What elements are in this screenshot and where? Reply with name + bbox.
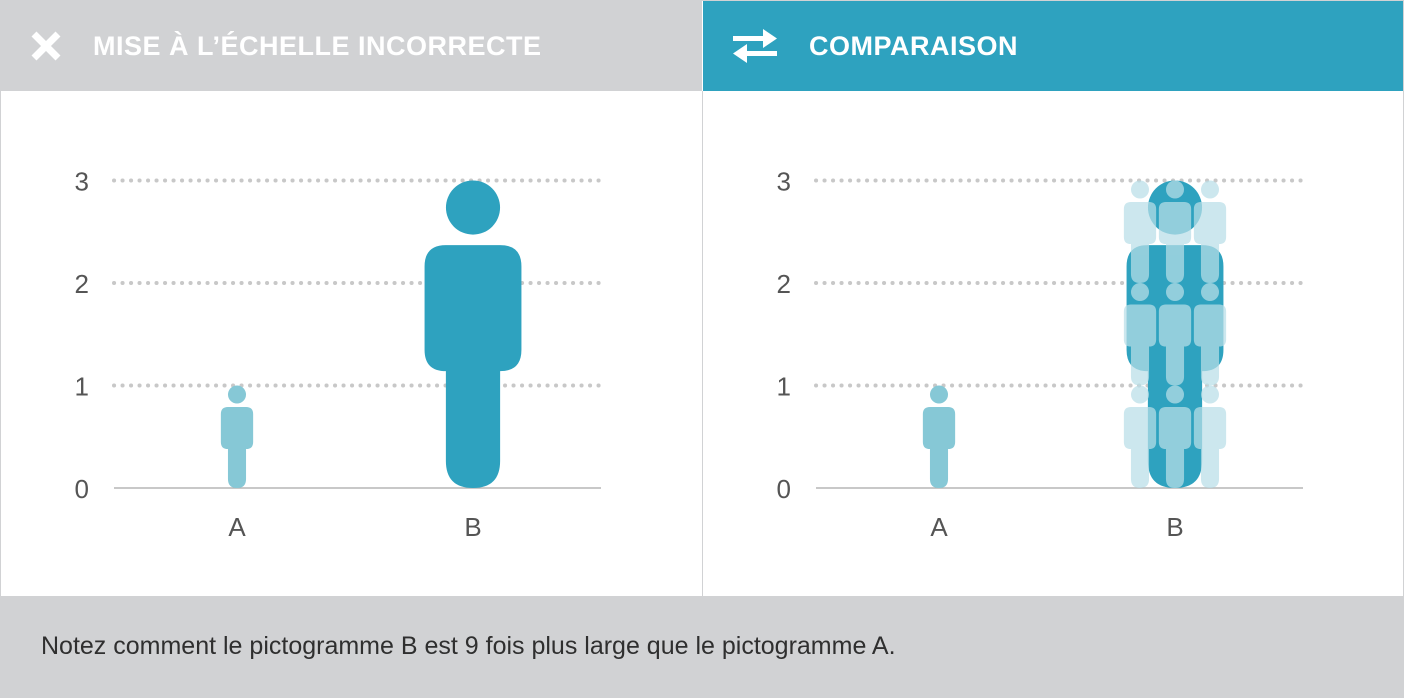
overlay-pictogram-4-body bbox=[1123, 304, 1157, 386]
pictogram-B bbox=[424, 180, 522, 488]
overlay-pictogram-8-head bbox=[1165, 180, 1185, 199]
x-tick-label-B: B bbox=[464, 512, 481, 542]
overlay-pictogram-8-body bbox=[1158, 202, 1192, 283]
overlay-pictogram-9 bbox=[1193, 180, 1227, 283]
pictogram-A-body bbox=[922, 407, 956, 488]
x-tick-label-A: A bbox=[930, 512, 948, 542]
overlay-pictogram-5 bbox=[1158, 283, 1192, 386]
overlay-pictogram-2-head bbox=[1165, 385, 1185, 404]
overlay-pictogram-3 bbox=[1193, 385, 1227, 488]
y-tick-label-2: 2 bbox=[777, 269, 791, 299]
overlay-pictogram-4 bbox=[1123, 283, 1157, 386]
footer: Notez comment le pictogramme B est 9 foi… bbox=[1, 596, 1403, 697]
header-incorrect-scaling: MISE À L’ÉCHELLE INCORRECTE bbox=[1, 1, 702, 91]
chart-comparison: 0 1 2 3 A B bbox=[703, 91, 1403, 596]
overlay-pictogram-8 bbox=[1158, 180, 1192, 283]
overlay-pictogram-7 bbox=[1123, 180, 1157, 283]
pictogram-A-head bbox=[929, 385, 949, 404]
chart-incorrect-scaling-svg: 0 1 2 3 A B bbox=[75, 167, 603, 542]
overlay-pictogram-3-head bbox=[1200, 385, 1220, 404]
x-tick-label-A: A bbox=[228, 512, 246, 542]
y-tick-label-2: 2 bbox=[75, 269, 89, 299]
overlay-pictogram-1-body bbox=[1123, 407, 1157, 488]
swap-arrows-icon bbox=[733, 26, 777, 66]
overlay-pictogram-7-head bbox=[1130, 180, 1150, 199]
pictogram-A bbox=[922, 385, 956, 488]
overlay-pictogram-7-body bbox=[1123, 202, 1157, 283]
footer-note: Notez comment le pictogramme B est 9 foi… bbox=[41, 632, 896, 660]
pictogram-A-head bbox=[227, 385, 247, 404]
y-tick-label-1: 1 bbox=[75, 372, 89, 402]
overlay-pictogram-3-body bbox=[1193, 407, 1227, 488]
header-left-title: MISE À L’ÉCHELLE INCORRECTE bbox=[93, 30, 542, 61]
overlay-pictogram-5-body bbox=[1158, 304, 1192, 386]
overlay-pictogram-1 bbox=[1123, 385, 1157, 488]
y-tick-label-0: 0 bbox=[777, 474, 791, 504]
overlay-pictogram-9-body bbox=[1193, 202, 1227, 283]
panel-divider bbox=[702, 91, 703, 596]
header-comparison: COMPARAISON bbox=[703, 1, 1403, 91]
overlay-pictogram-6 bbox=[1193, 283, 1227, 386]
chart-comparison-svg: 0 1 2 3 A B bbox=[777, 167, 1305, 542]
overlay-pictogram-6-body bbox=[1193, 304, 1227, 386]
pictogram-B-head bbox=[445, 180, 501, 235]
overlay-pictogram-6-head bbox=[1200, 283, 1220, 302]
pictogram-A bbox=[220, 385, 254, 488]
overlay-pictogram-2-body bbox=[1158, 407, 1192, 488]
overlay-pictogram-5-head bbox=[1165, 283, 1185, 302]
chart-incorrect-scaling: 0 1 2 3 A B bbox=[1, 91, 701, 596]
y-tick-label-3: 3 bbox=[75, 167, 89, 197]
close-icon bbox=[29, 29, 63, 63]
y-tick-label-3: 3 bbox=[777, 167, 791, 197]
overlay-pictogram-2 bbox=[1158, 385, 1192, 488]
pictogram-B-body bbox=[424, 245, 522, 488]
overlay-pictogram-9-head bbox=[1200, 180, 1220, 199]
x-tick-label-B: B bbox=[1166, 512, 1183, 542]
header-right-title: COMPARAISON bbox=[809, 30, 1019, 61]
overlay-pictogram-1-head bbox=[1130, 385, 1150, 404]
y-tick-label-0: 0 bbox=[75, 474, 89, 504]
y-tick-label-1: 1 bbox=[777, 372, 791, 402]
pictogram-A-body bbox=[220, 407, 254, 488]
overlay-pictogram-4-head bbox=[1130, 283, 1150, 302]
